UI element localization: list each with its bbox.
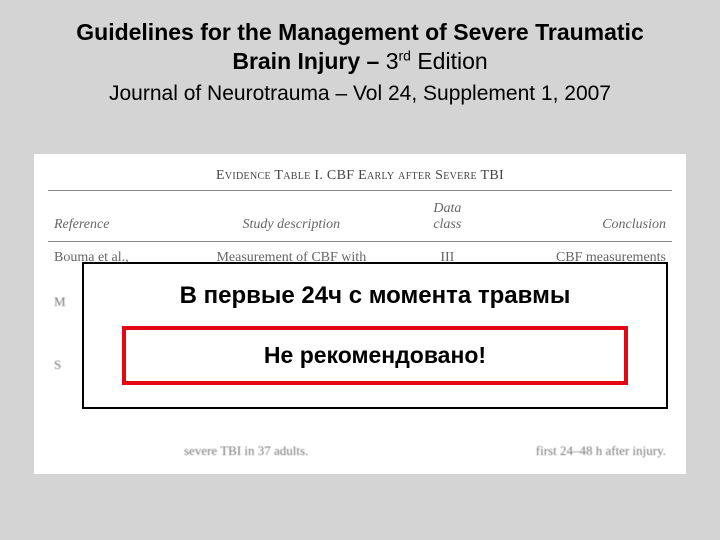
journal-citation: Journal of Neurotrauma – Vol 24, Supplem…: [40, 82, 680, 106]
title-line-2: Brain Injury – 3rd Edition: [40, 47, 680, 76]
overlay-warning-text: Не рекомендовано!: [264, 342, 486, 368]
col-reference: Reference: [48, 191, 185, 242]
col-conclusion: Conclusion: [497, 191, 672, 242]
overlay-callout: В первые 24ч с момента травмы Не рекомен…: [82, 262, 668, 409]
evidence-table-panel: Evidence Table I. CBF Early after Severe…: [34, 154, 686, 474]
overlay-title: В первые 24ч с момента травмы: [100, 282, 650, 310]
title-bold-prefix: Brain Injury –: [232, 48, 385, 74]
slide-header: Guidelines for the Management of Severe …: [0, 0, 720, 126]
edition-superscript: rd: [399, 47, 411, 63]
evidence-table: Reference Study description Dataclass Co…: [48, 190, 672, 272]
edition-ordinal: 3: [386, 48, 399, 74]
title-line-1: Guidelines for the Management of Severe …: [40, 18, 680, 47]
edition-word: Edition: [411, 48, 488, 74]
col-dataclass: Dataclass: [397, 191, 497, 242]
overlay-warning-box: Не рекомендовано!: [122, 326, 628, 385]
table-caption: Evidence Table I. CBF Early after Severe…: [48, 168, 672, 184]
col-study: Study description: [185, 191, 397, 242]
